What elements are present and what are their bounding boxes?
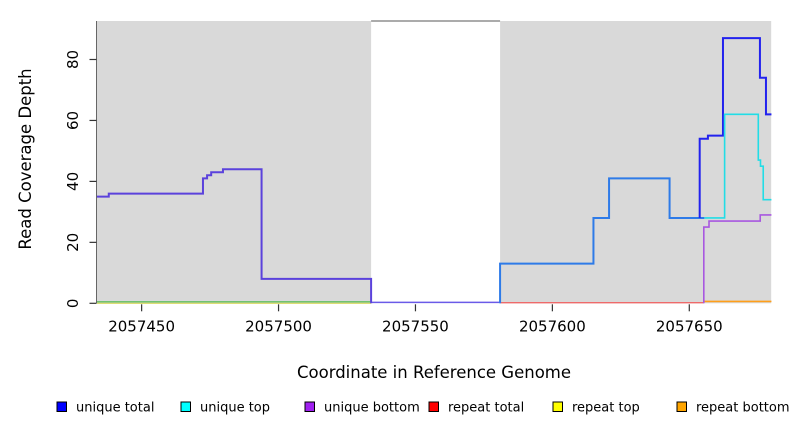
y-tick-label: 60 <box>64 111 82 130</box>
series-unique-bottom-right <box>703 214 772 304</box>
sequenced-regions <box>97 20 772 304</box>
legend-label: unique top <box>200 401 270 416</box>
legend-swatch-repeat-top <box>552 401 563 412</box>
chart-legend: unique total unique top unique bottom repea… <box>56 401 790 416</box>
x-axis-title: Coordinate in Reference Genome <box>297 363 571 382</box>
legend-label: repeat bottom <box>696 401 790 416</box>
x-tick-label: 2057450 <box>108 317 175 335</box>
y-axis-title: Read Coverage Depth <box>16 68 35 249</box>
sequenced-region-left <box>97 21 372 304</box>
legend-swatch-unique-bottom <box>304 401 315 412</box>
x-tick-label: 2057500 <box>245 317 312 335</box>
series-unique-total-peak <box>698 37 772 218</box>
series-unique-top-right <box>704 113 772 219</box>
legend-label: unique bottom <box>324 401 420 416</box>
x-tick-label: 2057550 <box>382 317 449 335</box>
series-unique-total-plus-top-right <box>499 177 705 304</box>
sequenced-region-right <box>500 21 772 304</box>
legend-swatch-repeat-total <box>428 401 439 412</box>
coverage-series <box>97 37 772 304</box>
y-tick-label: 40 <box>64 172 82 191</box>
legend-swatch-repeat-bottom <box>676 401 687 412</box>
legend-label: repeat top <box>572 401 640 416</box>
legend-label: repeat total <box>448 401 524 416</box>
y-tick-label: 20 <box>64 233 82 252</box>
x-tick-label: 2057650 <box>656 317 723 335</box>
series-unique-total-plus-bottom-left <box>97 168 373 304</box>
y-tick-label: 80 <box>64 50 82 69</box>
legend-swatch-unique-top <box>180 401 191 412</box>
x-tick-label: 2057600 <box>519 317 586 335</box>
legend-label: unique total <box>76 401 154 416</box>
y-tick-label: 0 <box>64 299 82 309</box>
axes: 2057450 2057500 2057550 2057600 2057650 0 20 40… <box>64 21 723 335</box>
legend-swatch-unique-total <box>56 401 67 412</box>
